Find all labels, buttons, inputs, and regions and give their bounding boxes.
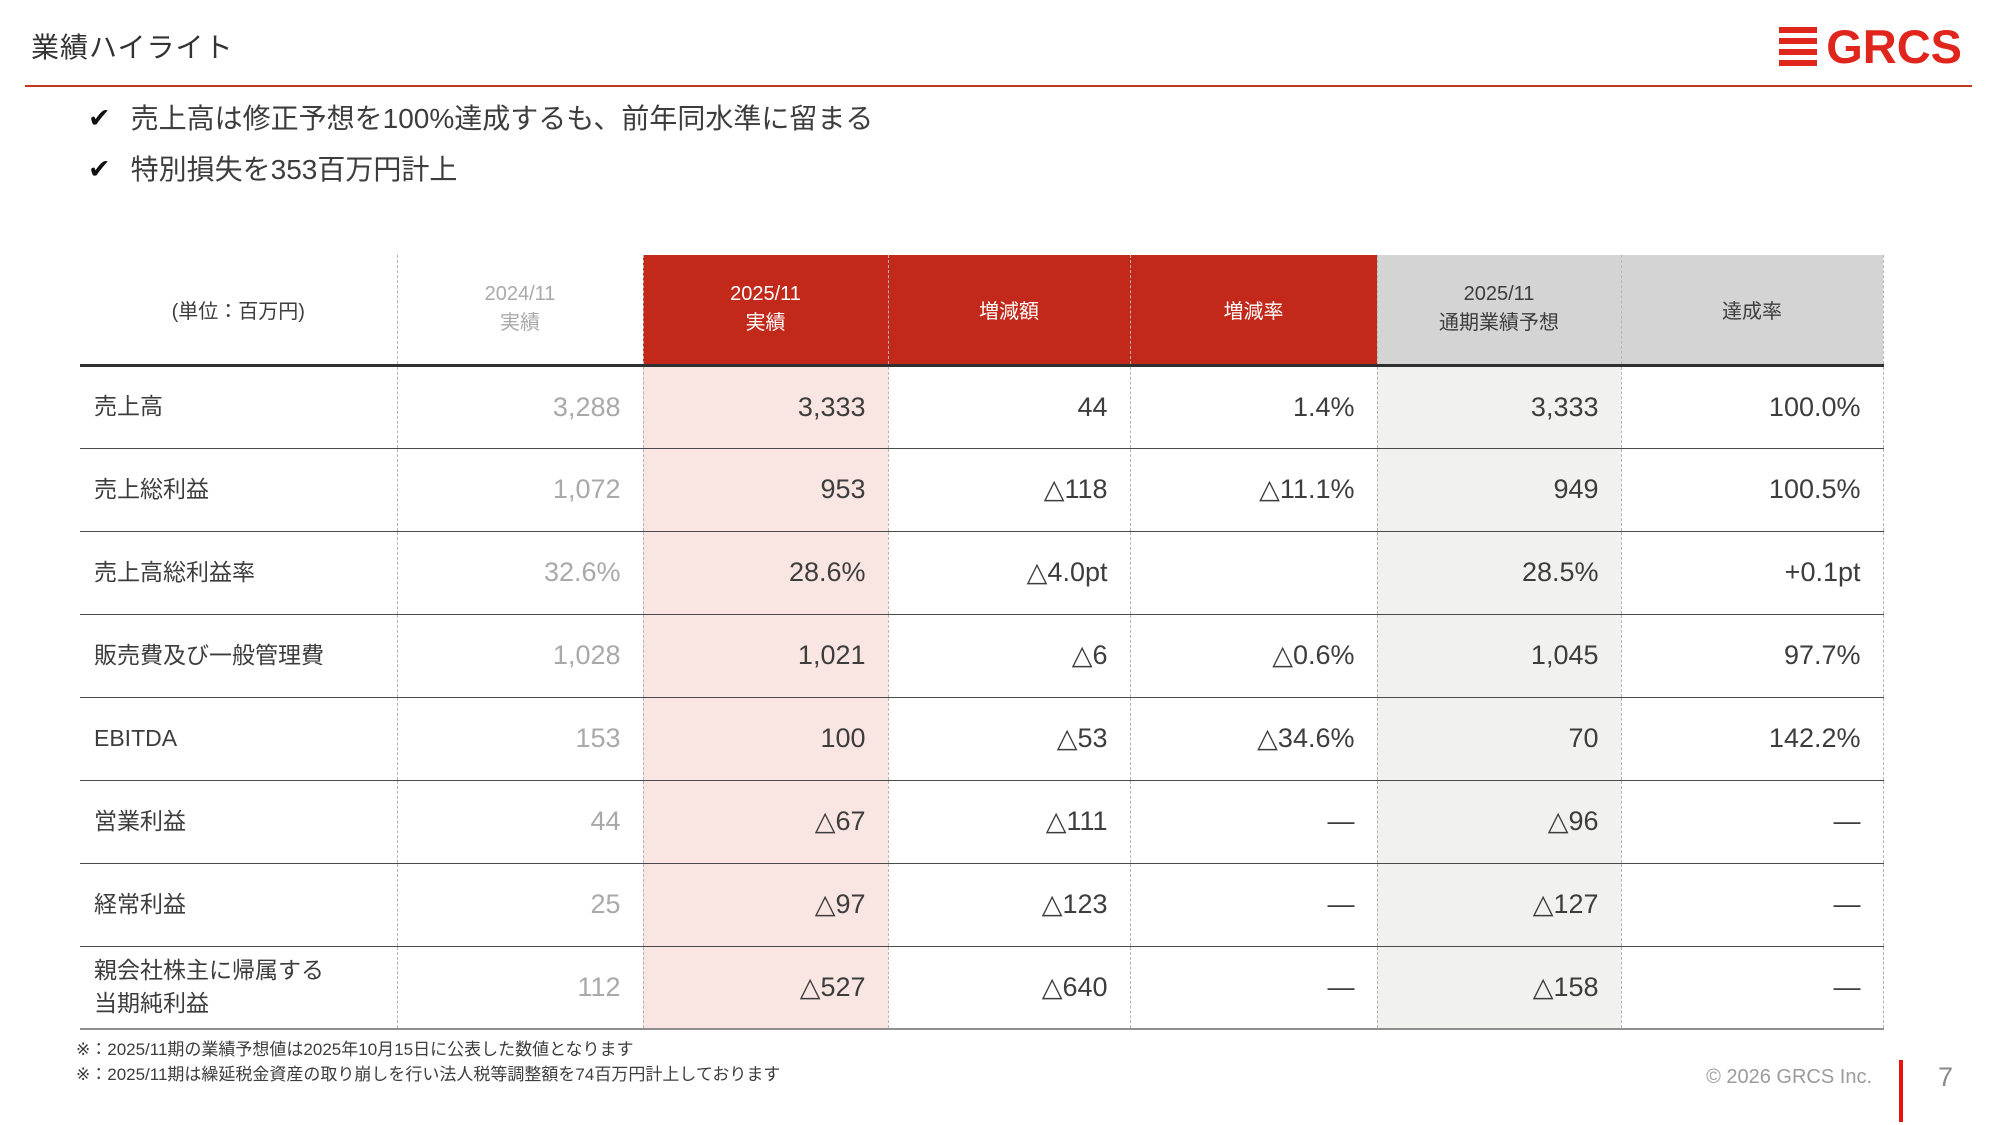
page-number: 7 <box>1938 1062 1954 1092</box>
cell-change-rate <box>1129 531 1377 615</box>
cell-forecast: △96 <box>1376 780 1621 864</box>
cell-2025-actual: △527 <box>642 946 888 1030</box>
cell-change-rate: — <box>1129 946 1377 1030</box>
cell-achievement: 100.5% <box>1620 448 1884 532</box>
cell-2025-actual: △67 <box>642 780 888 864</box>
cell-change-amount: △6 <box>887 614 1130 698</box>
row-label: 売上高総利益率 <box>80 531 397 615</box>
table-row: EBITDA 153 100 △53 △34.6% 70 142.2% <box>80 697 1884 781</box>
table-row: 営業利益 44 △67 △111 — △96 — <box>80 780 1884 864</box>
cell-2024-actual: 1,028 <box>396 614 643 698</box>
cell-change-rate: — <box>1129 780 1377 864</box>
footnote: ※：2025/11期の業績予想値は2025年10月15日に公表した数値となります <box>76 1040 634 1059</box>
row-label: 売上総利益 <box>80 448 397 532</box>
row-label: 販売費及び一般管理費 <box>80 614 397 698</box>
cell-2025-actual: 28.6% <box>642 531 888 615</box>
cell-achievement: 100.0% <box>1620 365 1884 449</box>
cell-2025-actual: 3,333 <box>642 365 888 449</box>
cell-change-amount: △4.0pt <box>887 531 1130 615</box>
cell-2025-actual: 100 <box>642 697 888 781</box>
cell-achievement: 97.7% <box>1620 614 1884 698</box>
cell-forecast: 28.5% <box>1376 531 1621 615</box>
cell-achievement: 142.2% <box>1620 697 1884 781</box>
cell-forecast: 70 <box>1376 697 1621 781</box>
cell-2024-actual: 112 <box>396 946 643 1030</box>
cell-forecast: △127 <box>1376 863 1621 947</box>
highlight-item: ✔ 特別損失を353百万円計上 <box>88 151 873 189</box>
table-row: 販売費及び一般管理費 1,028 1,021 △6 △0.6% 1,045 97… <box>80 614 1884 698</box>
row-label: 親会社株主に帰属する 当期純利益 <box>80 946 397 1030</box>
cell-forecast: 3,333 <box>1376 365 1621 449</box>
page-title: 業績ハイライト <box>31 32 234 63</box>
check-icon: ✔ <box>88 154 111 185</box>
cell-achievement: — <box>1620 946 1884 1030</box>
col-header-full-year-forecast: 2025/11 通期業績予想 <box>1376 255 1621 367</box>
cell-change-rate: 1.4% <box>1129 365 1377 449</box>
table-row: 売上高 3,288 3,333 44 1.4% 3,333 100.0% <box>80 365 1884 449</box>
table-row: 売上高総利益率 32.6% 28.6% △4.0pt 28.5% +0.1pt <box>80 531 1884 615</box>
table-header-row: (単位：百万円) 2024/11 実績 2025/11 実績 増減額 増減率 2… <box>80 255 1884 367</box>
cell-2024-actual: 3,288 <box>396 365 643 449</box>
col-header-change-amount: 増減額 <box>887 255 1130 367</box>
cell-2024-actual: 44 <box>396 780 643 864</box>
col-header-2024-actual: 2024/11 実績 <box>396 255 643 367</box>
col-header-unit: (単位：百万円) <box>80 255 397 367</box>
cell-achievement: — <box>1620 863 1884 947</box>
cell-achievement: — <box>1620 780 1884 864</box>
cell-change-amount: △118 <box>887 448 1130 532</box>
copyright: © 2026 GRCS Inc. <box>1706 1066 1872 1088</box>
cell-forecast: △158 <box>1376 946 1621 1030</box>
row-label: 売上高 <box>80 365 397 449</box>
cell-change-amount: △111 <box>887 780 1130 864</box>
row-label: 経常利益 <box>80 863 397 947</box>
cell-2025-actual: △97 <box>642 863 888 947</box>
highlight-text: 特別損失を353百万円計上 <box>130 153 458 185</box>
cell-forecast: 1,045 <box>1376 614 1621 698</box>
logo-stripes-icon <box>1779 26 1818 66</box>
cell-2024-actual: 153 <box>396 697 643 781</box>
footer-divider <box>1899 1060 1903 1122</box>
cell-change-rate: △0.6% <box>1129 614 1377 698</box>
cell-change-amount: 44 <box>887 365 1130 449</box>
table-row: 経常利益 25 △97 △123 — △127 — <box>80 863 1884 947</box>
cell-2024-actual: 32.6% <box>396 531 643 615</box>
cell-2024-actual: 25 <box>396 863 643 947</box>
cell-2025-actual: 1,021 <box>642 614 888 698</box>
row-label: EBITDA <box>80 697 397 781</box>
cell-2024-actual: 1,072 <box>396 448 643 532</box>
cell-change-rate: — <box>1129 863 1377 947</box>
footnotes: ※：2025/11期の業績予想値は2025年10月15日に公表した数値となります… <box>76 1038 780 1087</box>
col-header-change-rate: 増減率 <box>1129 255 1377 367</box>
table-row: 親会社株主に帰属する 当期純利益 112 △527 △640 — △158 — <box>80 946 1884 1030</box>
row-label: 営業利益 <box>80 780 397 864</box>
cell-2025-actual: 953 <box>642 448 888 532</box>
cell-forecast: 949 <box>1376 448 1621 532</box>
logo-text: GRCS <box>1826 19 1962 73</box>
title-divider <box>25 85 1972 87</box>
cell-change-amount: △53 <box>887 697 1130 781</box>
cell-change-rate: △34.6% <box>1129 697 1377 781</box>
col-header-2025-actual: 2025/11 実績 <box>642 255 888 367</box>
financial-table: (単位：百万円) 2024/11 実績 2025/11 実績 増減額 増減率 2… <box>80 255 1884 1030</box>
col-header-achievement-rate: 達成率 <box>1620 255 1884 367</box>
cell-change-rate: △11.1% <box>1129 448 1377 532</box>
footnote: ※：2025/11期は繰延税金資産の取り崩しを行い法人税等調整額を74百万円計上… <box>76 1064 781 1084</box>
cell-achievement: +0.1pt <box>1620 531 1884 615</box>
cell-change-amount: △640 <box>887 946 1130 1030</box>
check-icon: ✔ <box>88 103 111 134</box>
highlight-item: ✔ 売上高は修正予想を100%達成するも、前年同水準に留まる <box>88 100 873 138</box>
highlights-list: ✔ 売上高は修正予想を100%達成するも、前年同水準に留まる ✔ 特別損失を35… <box>88 100 873 189</box>
cell-change-amount: △123 <box>887 863 1130 947</box>
grcs-logo: GRCS <box>1779 22 1962 70</box>
highlight-text: 売上高は修正予想を100%達成するも、前年同水準に留まる <box>130 103 874 134</box>
table-row: 売上総利益 1,072 953 △118 △11.1% 949 100.5% <box>80 448 1884 532</box>
